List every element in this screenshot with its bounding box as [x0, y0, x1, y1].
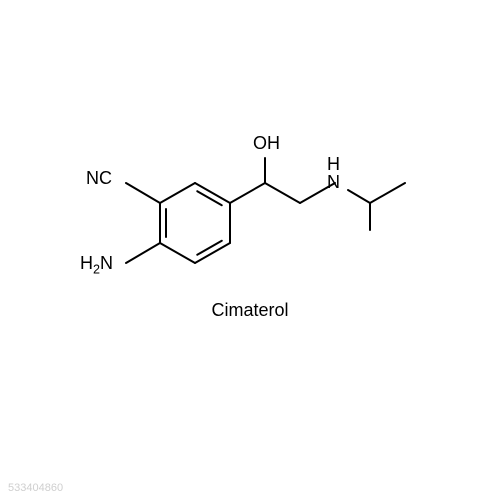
watermark-id: 533404860	[8, 482, 63, 494]
compound-name: Cimaterol	[0, 300, 500, 321]
structure-svg	[0, 0, 500, 500]
diagram-canvas: { "title": "Cimaterol", "watermark": "53…	[0, 0, 500, 500]
label-nh: HN	[327, 155, 340, 191]
label-nc: NC	[86, 169, 112, 187]
label-h2n: H2N	[80, 254, 113, 276]
label-oh: OH	[253, 134, 280, 152]
